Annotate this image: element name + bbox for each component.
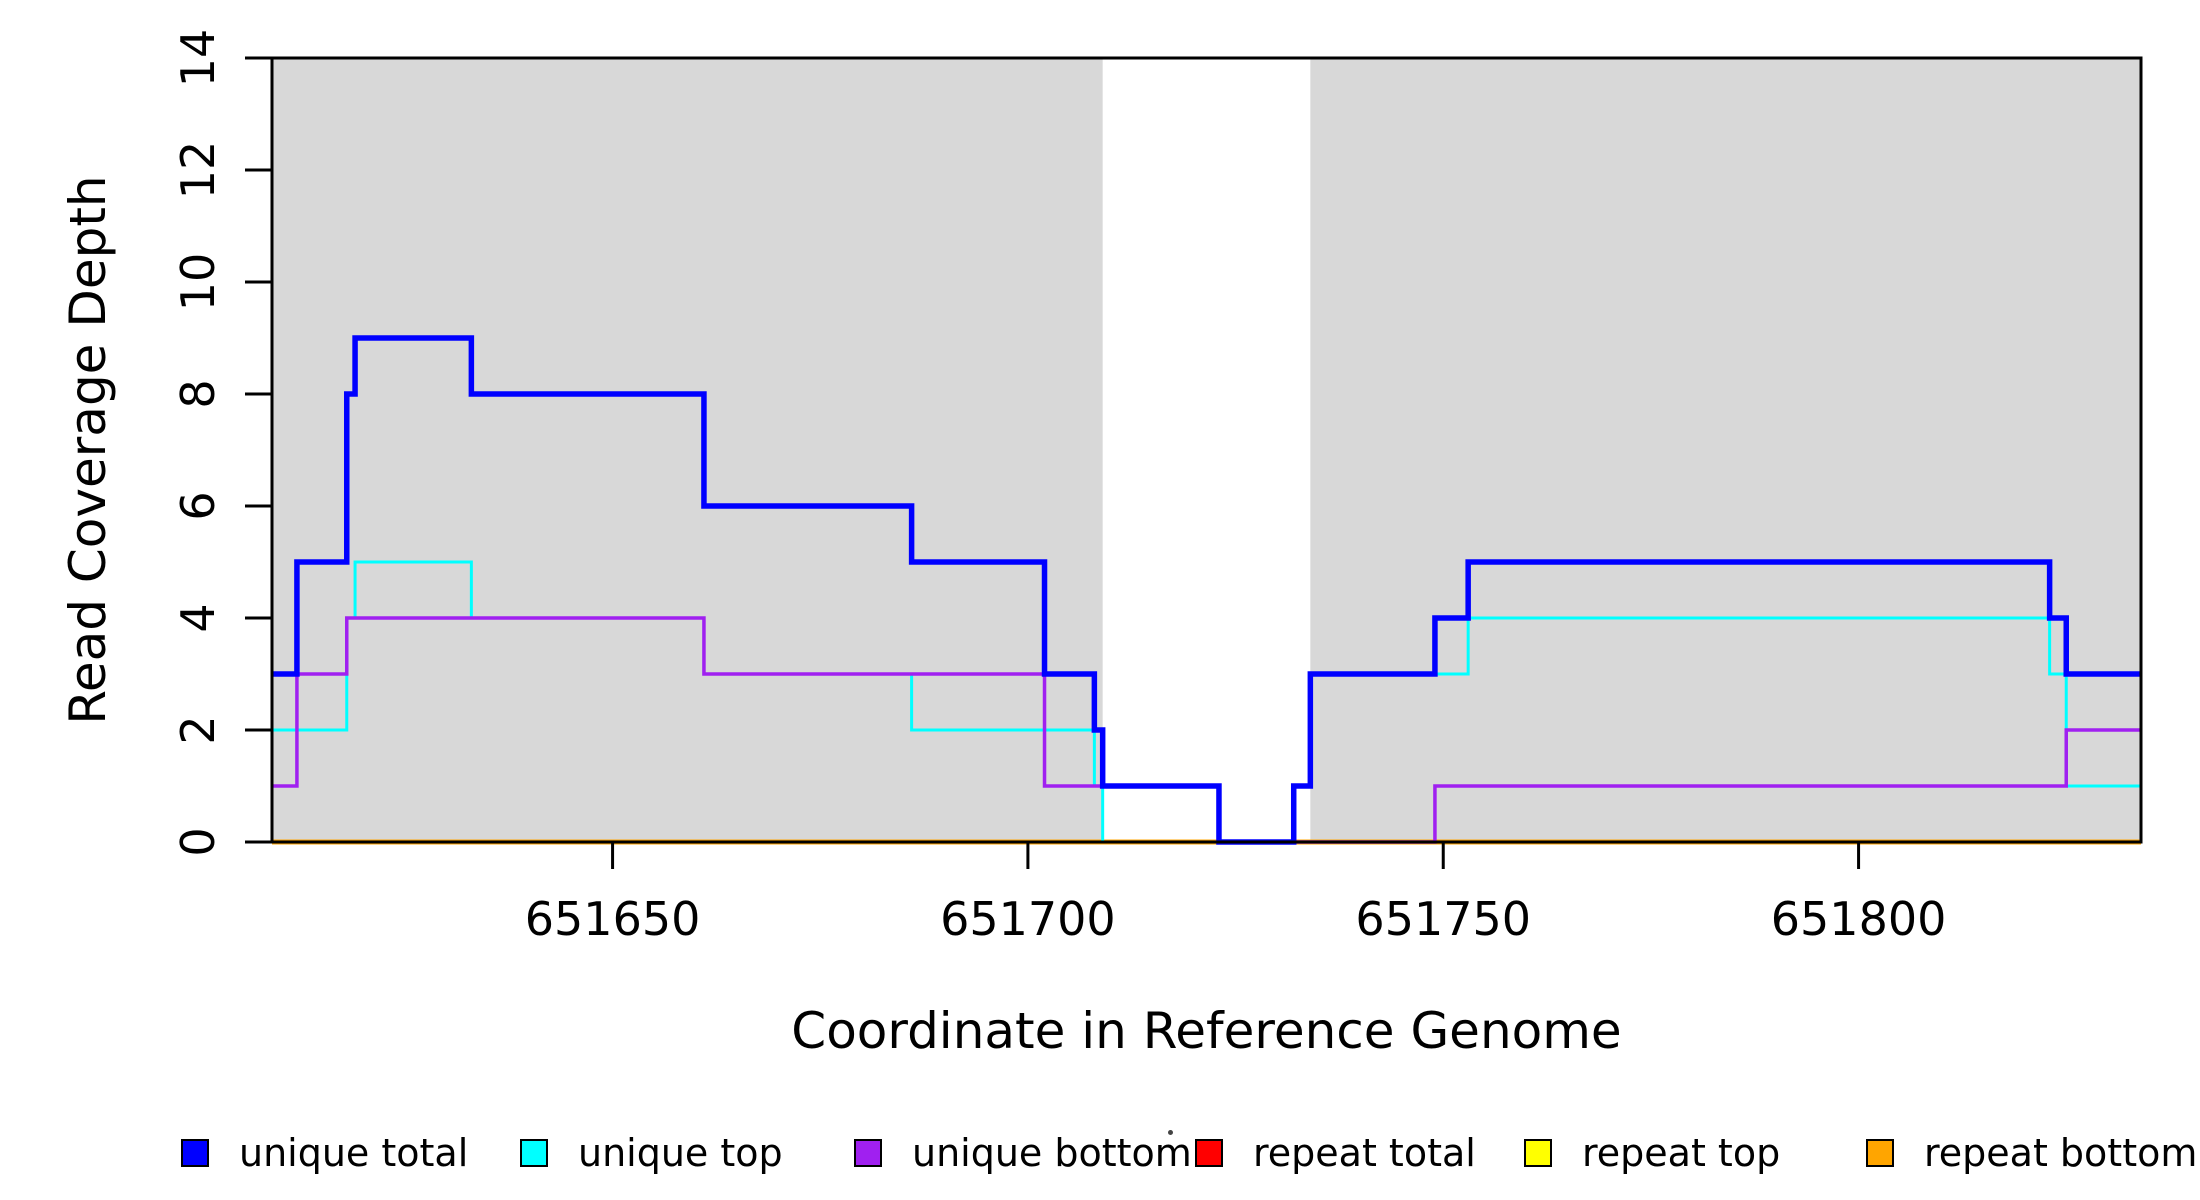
y-tick-label: 0 (171, 827, 225, 856)
legend-label: unique bottom (912, 1131, 1192, 1175)
series-line-unique-total (272, 335, 2141, 845)
legend-item-repeat-total: repeat total (1195, 1131, 1476, 1175)
y-tick-label: 14 (171, 29, 225, 88)
x-tick-label: 651650 (525, 892, 701, 946)
y-tick-label: 6 (171, 491, 225, 520)
stray-dot-artifact (1168, 1130, 1173, 1135)
axis-ticks-and-labels: 651650 651700 651750 651800 0 2 4 6 8 10 12 14 (171, 29, 1946, 946)
x-axis-title: Coordinate in Reference Genome (791, 1002, 1622, 1060)
y-axis-title: Read Coverage Depth (59, 175, 117, 725)
y-tick-label: 8 (171, 379, 225, 408)
legend-item-unique-bottom: unique bottom (854, 1131, 1192, 1175)
legend-label: unique total (239, 1131, 469, 1175)
unique-top-swatch-icon (520, 1139, 548, 1167)
repeat-top-swatch-icon (1524, 1139, 1552, 1167)
plot-border-box (270, 56, 2143, 844)
shaded-region-1 (1310, 58, 2141, 842)
legend-item-repeat-bottom: repeat bottom (1866, 1131, 2197, 1175)
unique-bottom-swatch-icon (854, 1139, 882, 1167)
legend-item-unique-total: unique total (181, 1131, 468, 1175)
y-tick-label: 2 (171, 715, 225, 744)
y-tick-label: 4 (171, 603, 225, 632)
x-tick-label: 651750 (1355, 892, 1531, 946)
series-line-unique-bottom (272, 616, 2141, 844)
x-tick-label: 651800 (1771, 892, 1947, 946)
repeat-bottom-swatch-icon (1866, 1139, 1894, 1167)
repeat-total-swatch-icon (1195, 1139, 1223, 1167)
shaded-region-0 (272, 58, 1103, 842)
legend-item-unique-top: unique top (520, 1131, 783, 1175)
legend-label: unique top (578, 1131, 783, 1175)
legend-label: repeat bottom (1924, 1131, 2198, 1175)
shaded-unique-regions (272, 58, 2141, 842)
unique-total-swatch-icon (181, 1139, 209, 1167)
legend-item-repeat-top: repeat top (1524, 1131, 1780, 1175)
x-tick-label: 651700 (940, 892, 1116, 946)
y-tick-label: 10 (171, 253, 225, 312)
y-tick-label: 12 (171, 141, 225, 200)
legend-label: repeat total (1253, 1131, 1476, 1175)
legend-label: repeat top (1582, 1131, 1781, 1175)
